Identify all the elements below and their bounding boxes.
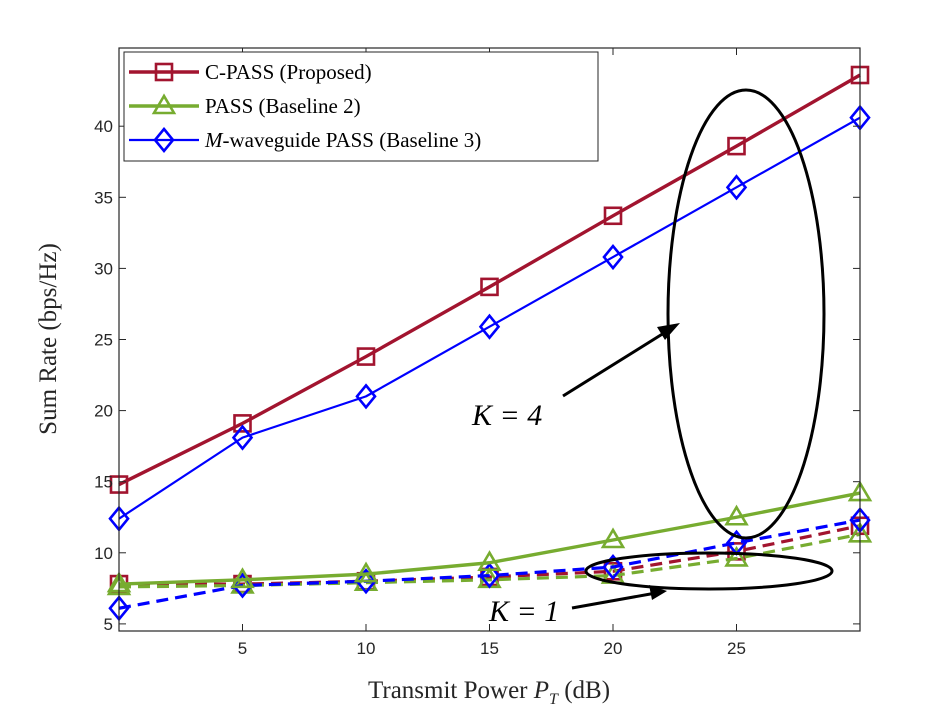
data-point-pass_k4	[724, 504, 749, 526]
data-point-mwave_k1	[355, 568, 377, 595]
data-point-mwave_k4	[725, 174, 748, 201]
data-point-mwave_k4	[231, 424, 254, 451]
y-tick-label: 35	[94, 188, 113, 207]
data-point-mwave_k4	[355, 383, 377, 410]
legend-entry: C-PASS (Proposed)	[129, 60, 372, 84]
data-point-mwave_k1	[478, 562, 501, 589]
data-point-cpass_k4	[603, 206, 623, 226]
legend-box	[123, 51, 599, 162]
series-layer	[106, 65, 873, 622]
k1-arrowhead	[649, 585, 667, 600]
x-tick-label: 10	[357, 639, 376, 658]
series-mwave_k4	[108, 104, 871, 532]
k4-ellipse	[666, 88, 826, 540]
y-tick-label: 20	[94, 402, 113, 421]
data-point-mwave_k1	[602, 553, 624, 581]
legend-marker	[153, 126, 175, 154]
y-tick-label: 10	[94, 544, 113, 563]
k1-label: K = 1	[488, 595, 559, 628]
k4-label: K = 4	[471, 399, 542, 432]
x-tick-label: 20	[604, 639, 623, 658]
data-point-mwave_k4	[602, 243, 624, 271]
data-point-pass_k4	[477, 550, 502, 572]
data-point-cpass_k4	[233, 414, 252, 433]
series-line-cpass_k4	[118, 73, 861, 487]
legend-label: C-PASS (Proposed)	[205, 60, 372, 84]
y-tick-label: 30	[94, 259, 113, 278]
x-tick-label: 5	[238, 639, 247, 658]
series-cpass_k4	[109, 65, 870, 494]
data-point-mwave_k4	[478, 313, 501, 340]
legend-entry: M-waveguide PASS (Baseline 3)	[129, 126, 481, 154]
legend-marker	[154, 62, 174, 82]
k4-arrowhead	[657, 323, 680, 340]
axis-ticks: 5 10 15 20 25 5 10 15 20 25 30 35 40	[94, 48, 860, 658]
data-point-pass_k1	[724, 545, 749, 567]
data-point-pass_k4	[353, 561, 379, 583]
k1-arrow	[571, 591, 657, 610]
x-tick-label: 25	[727, 639, 746, 658]
series-line-pass_k4	[118, 491, 861, 586]
legend-label: PASS (Baseline 2)	[205, 94, 361, 118]
y-axis-label: Sum Rate (bps/Hz)	[35, 243, 62, 435]
legend-entry: PASS (Baseline 2)	[129, 93, 361, 118]
data-point-cpass_k4	[356, 347, 376, 366]
legend-label: M-waveguide PASS (Baseline 3)	[204, 128, 481, 152]
legend: C-PASS (Proposed) PASS (Baseline 2) M-wave…	[123, 51, 599, 162]
data-point-pass_k1	[230, 572, 255, 594]
y-tick-label: 5	[104, 615, 113, 634]
k4-arrow	[562, 326, 673, 398]
k1-ellipse	[584, 551, 834, 591]
series-line-mwave_k4	[118, 116, 861, 520]
series-line-mwave_k1	[118, 518, 861, 610]
x-tick-label: 15	[480, 639, 499, 658]
legend-marker	[151, 93, 177, 115]
data-point-cpass_k4	[727, 136, 746, 156]
annotations: K = 4 K = 1	[471, 88, 834, 628]
data-point-pass_k4	[600, 527, 626, 549]
y-tick-label: 40	[94, 117, 113, 136]
data-point-cpass_k4	[480, 277, 499, 297]
y-tick-label: 25	[94, 331, 113, 350]
data-point-pass_k4	[230, 567, 255, 589]
y-tick-label: 15	[94, 473, 113, 492]
x-axis-label: Transmit Power PT (dB)	[368, 677, 610, 708]
